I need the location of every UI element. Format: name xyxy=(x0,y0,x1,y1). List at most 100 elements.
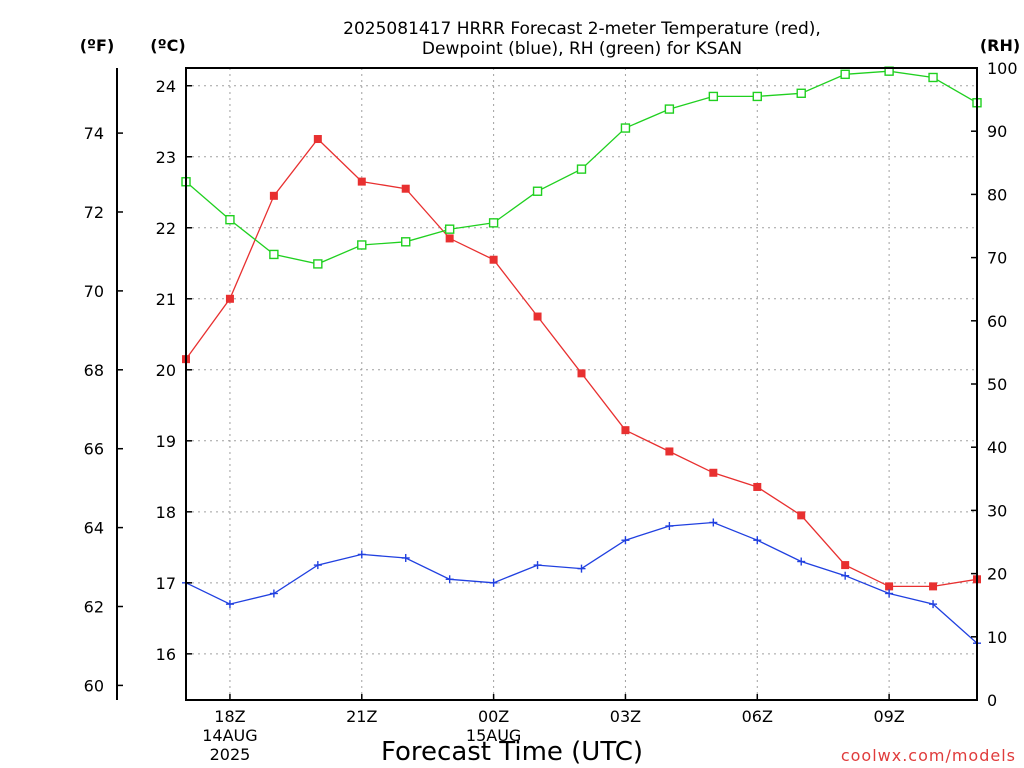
chart-title-line2: Dewpoint (blue), RH (green) for KSAN xyxy=(422,39,742,59)
x-tick-label: 18Z xyxy=(214,707,245,726)
dewpoint-point xyxy=(357,550,366,559)
dewpoint-point xyxy=(665,522,674,531)
credit-text: coolwx.com/models xyxy=(841,746,1016,765)
temperature-point xyxy=(445,234,454,243)
fahrenheit-tick-label: 68 xyxy=(84,361,104,380)
temperature-point xyxy=(797,511,806,520)
grid-lines xyxy=(186,68,977,700)
x-tick-label: 15AUG xyxy=(466,726,521,745)
temperature-series xyxy=(182,135,981,591)
rh-point xyxy=(401,237,411,247)
celsius-tick-label: 18 xyxy=(156,503,176,522)
temperature-point xyxy=(313,135,322,144)
x-tick-label: 00Z xyxy=(478,707,509,726)
temperature-point xyxy=(533,312,542,321)
dewpoint-point xyxy=(225,600,234,609)
celsius-tick-label: 17 xyxy=(156,574,176,593)
fahrenheit-unit-label: (ºF) xyxy=(80,36,115,55)
rh-tick-label: 30 xyxy=(987,501,1007,520)
x-tick-label: 06Z xyxy=(742,707,773,726)
dewpoint-point xyxy=(929,600,938,609)
temperature-line xyxy=(185,138,978,588)
fahrenheit-tick-label: 72 xyxy=(84,203,104,222)
rh-point xyxy=(532,186,543,196)
rh-point xyxy=(357,240,367,250)
rh-tick-label: 40 xyxy=(987,438,1007,457)
rh-series xyxy=(181,66,982,269)
fahrenheit-tick-label: 62 xyxy=(84,598,104,617)
dewpoint-point xyxy=(753,536,762,545)
x-tick-label: 21Z xyxy=(346,707,377,726)
dewpoint-point xyxy=(489,578,498,587)
dewpoint-point xyxy=(577,564,586,573)
dewpoint-point xyxy=(533,561,542,570)
rh-tick-label: 60 xyxy=(987,312,1007,331)
celsius-tick-label: 21 xyxy=(156,290,176,309)
rh-point xyxy=(664,104,675,114)
temperature-point xyxy=(225,294,234,303)
temperature-point xyxy=(577,369,586,378)
celsius-tick-label: 23 xyxy=(156,148,176,167)
celsius-tick-label: 20 xyxy=(156,361,176,380)
chart-title-line1: 2025081417 HRRR Forecast 2-meter Tempera… xyxy=(343,19,821,39)
celsius-unit-label: (ºC) xyxy=(150,36,185,55)
dewpoint-point xyxy=(269,589,278,598)
temperature-point xyxy=(929,582,938,591)
rh-tick-label: 100 xyxy=(987,59,1018,78)
dewpoint-point xyxy=(797,557,806,566)
rh-tick-label: 20 xyxy=(987,565,1007,584)
plot-frame xyxy=(185,67,978,701)
rh-point xyxy=(488,218,499,228)
x-tick-label: 03Z xyxy=(610,707,641,726)
temperature-point xyxy=(753,482,762,491)
rh-tick-label: 0 xyxy=(987,691,997,710)
rh-tick-label: 10 xyxy=(987,628,1007,647)
temperature-point xyxy=(489,255,498,264)
rh-unit-label: (RH) xyxy=(980,36,1020,55)
dewpoint-point xyxy=(709,518,718,527)
temperature-point xyxy=(841,561,850,570)
rh-point xyxy=(928,72,938,83)
temperature-point xyxy=(665,447,674,456)
x-axis-label: Forecast Time (UTC) xyxy=(381,737,643,767)
rh-point xyxy=(225,214,235,225)
dewpoint-point xyxy=(313,561,322,570)
rh-point xyxy=(620,123,631,133)
dewpoint-point xyxy=(621,536,630,545)
rh-point xyxy=(796,88,806,98)
temperature-point xyxy=(885,582,894,591)
rh-point xyxy=(752,91,762,102)
dewpoint-point xyxy=(401,553,410,562)
dewpoint-point xyxy=(445,575,454,584)
fahrenheit-tick-label: 74 xyxy=(84,124,104,143)
fahrenheit-tick-label: 70 xyxy=(84,282,104,301)
dewpoint-point xyxy=(841,571,850,580)
celsius-tick-label: 16 xyxy=(156,645,176,664)
rh-point xyxy=(708,91,719,102)
temperature-point xyxy=(269,191,278,200)
series-layer xyxy=(181,66,982,648)
rh-point xyxy=(576,164,587,174)
rh-tick-label: 90 xyxy=(987,122,1007,141)
rh-tick-label: 70 xyxy=(987,249,1007,268)
rh-point xyxy=(269,249,279,260)
x-tick-label: 14AUG xyxy=(202,726,257,745)
x-tick-label: 09Z xyxy=(873,707,904,726)
celsius-tick-label: 22 xyxy=(156,219,176,238)
fahrenheit-tick-label: 64 xyxy=(84,519,104,538)
celsius-tick-label: 19 xyxy=(156,432,176,451)
x-tick-label: 2025 xyxy=(210,745,251,764)
rh-point xyxy=(444,224,455,234)
dewpoint-point xyxy=(885,589,894,598)
rh-point xyxy=(840,69,850,80)
rh-tick-label: 80 xyxy=(987,185,1007,204)
fahrenheit-tick-label: 66 xyxy=(84,440,104,459)
celsius-tick-label: 24 xyxy=(156,77,176,96)
rh-tick-label: 50 xyxy=(987,375,1007,394)
fahrenheit-tick-label: 60 xyxy=(84,676,104,695)
rh-point xyxy=(313,259,323,269)
temperature-point xyxy=(621,426,630,435)
temperature-point xyxy=(709,468,718,477)
